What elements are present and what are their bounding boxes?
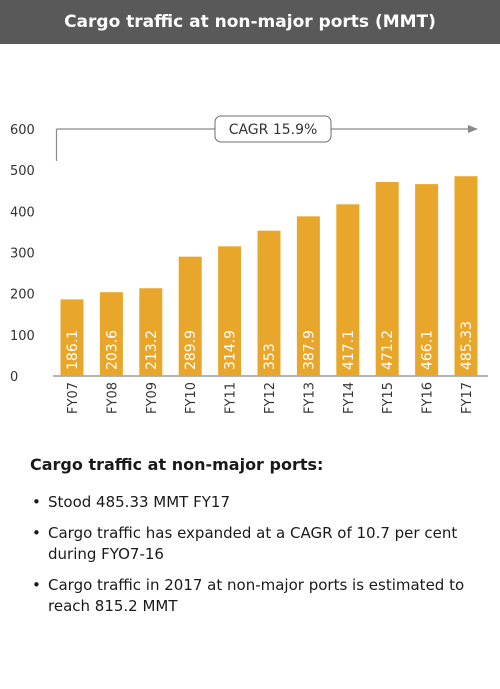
y-tick-label: 100 xyxy=(10,329,35,344)
bar xyxy=(375,182,399,376)
bar-value-label: 485.33 xyxy=(459,321,475,370)
cagr-annotation-box xyxy=(214,115,332,143)
x-tick-label: FY08 xyxy=(105,382,120,414)
x-tick-label: FY15 xyxy=(381,382,396,414)
bar-value-label: 289.9 xyxy=(183,330,199,370)
note-item: Cargo traffic in 2017 at non-major ports… xyxy=(30,575,480,617)
x-tick-label: FY16 xyxy=(421,382,436,414)
y-tick-label: 500 xyxy=(10,164,35,179)
chart-title: Cargo traffic at non-major ports (MMT) xyxy=(0,0,500,44)
x-tick-label: FY13 xyxy=(302,382,317,414)
note-item: Cargo traffic has expanded at a CAGR of … xyxy=(30,523,480,565)
x-tick-label: FY10 xyxy=(184,382,199,414)
bar-value-label: 353 xyxy=(262,343,278,370)
cagr-arrow-head xyxy=(468,125,478,133)
bar-chart: 0 100 200 300 400 500 600 CAGR 15.9% 186.1 FY07 20… xyxy=(10,115,488,414)
notes-section: Cargo traffic at non-major ports: Stood … xyxy=(30,455,480,627)
x-tick-label: FY14 xyxy=(342,382,357,414)
bar xyxy=(454,176,478,376)
y-tick-label: 0 xyxy=(10,370,18,385)
x-tick-label: FY12 xyxy=(263,382,278,414)
x-tick-label: FY17 xyxy=(460,382,475,414)
bar-value-label: 417.1 xyxy=(341,330,357,370)
note-item: Stood 485.33 MMT FY17 xyxy=(30,492,480,513)
bar xyxy=(296,216,320,376)
bar xyxy=(218,246,242,376)
y-tick-label: 200 xyxy=(10,288,35,303)
notes-list: Stood 485.33 MMT FY17 Cargo traffic has … xyxy=(30,492,480,617)
bar-value-label: 213.2 xyxy=(144,330,160,370)
x-tick-label: FY07 xyxy=(66,382,81,414)
y-tick-label: 300 xyxy=(10,247,35,262)
bar xyxy=(415,184,439,376)
bar-value-label: 186.1 xyxy=(65,330,81,370)
bar-value-label: 203.6 xyxy=(104,330,120,370)
y-tick-label: 400 xyxy=(10,205,35,220)
bar-value-label: 471.2 xyxy=(380,330,396,370)
bar xyxy=(336,204,360,376)
x-tick-label: FY09 xyxy=(145,382,160,414)
bar-value-label: 314.9 xyxy=(223,330,239,370)
bar xyxy=(178,256,202,376)
bar xyxy=(60,299,84,376)
bar xyxy=(257,230,281,376)
bar-value-label: 387.9 xyxy=(301,330,317,370)
bar xyxy=(99,292,123,376)
y-tick-label: 600 xyxy=(10,123,35,138)
notes-heading: Cargo traffic at non-major ports: xyxy=(30,455,324,474)
x-tick-label: FY11 xyxy=(224,382,239,414)
bar xyxy=(139,288,163,376)
cagr-annotation: CAGR 15.9% xyxy=(229,122,318,138)
bar-value-label: 466.1 xyxy=(420,330,436,370)
